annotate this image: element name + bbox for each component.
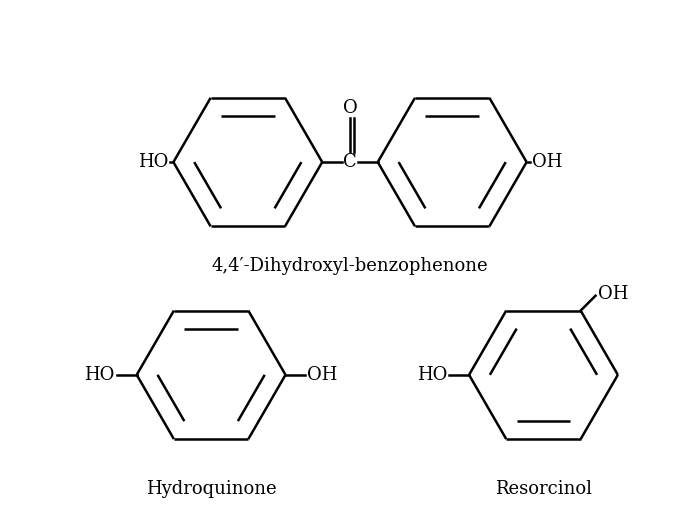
Text: O: O [342, 99, 358, 117]
Text: HO: HO [85, 366, 115, 384]
Text: OH: OH [307, 366, 337, 384]
Text: OH: OH [531, 153, 562, 171]
Text: HO: HO [138, 153, 169, 171]
Text: C: C [343, 153, 357, 171]
Text: Hydroquinone: Hydroquinone [146, 479, 276, 498]
Text: HO: HO [416, 366, 447, 384]
Text: OH: OH [598, 285, 628, 303]
Text: Resorcinol: Resorcinol [495, 479, 592, 498]
Text: 4,4′-Dihydroxyl-benzophenone: 4,4′-Dihydroxyl-benzophenone [211, 257, 489, 275]
